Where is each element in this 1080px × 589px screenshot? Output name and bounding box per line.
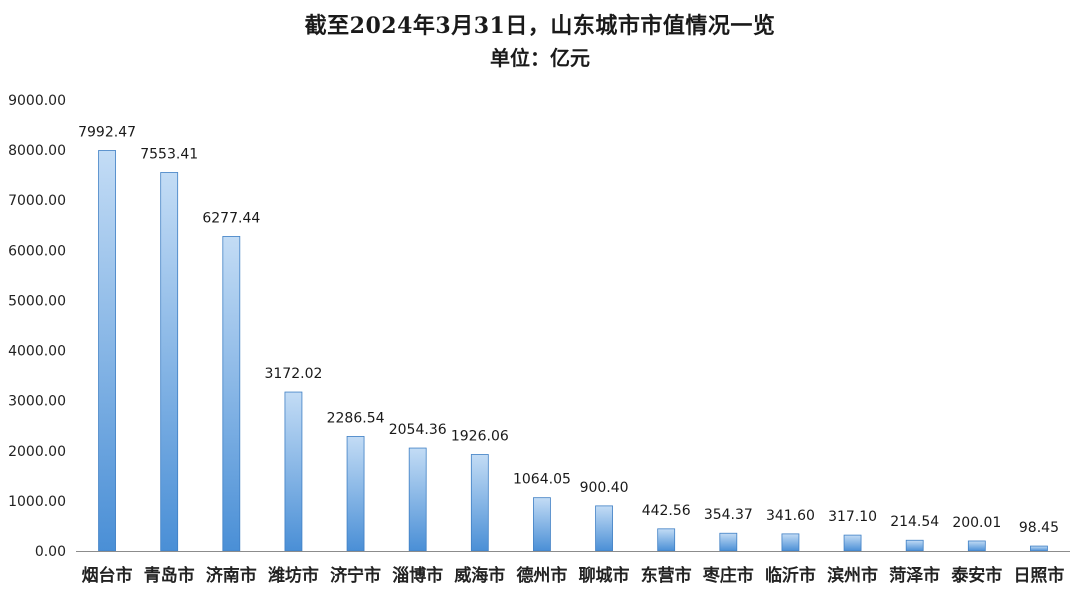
x-tick-label: 济南市 [206, 565, 257, 586]
bar [595, 505, 613, 552]
y-tick-label: 0.00 [35, 544, 66, 560]
y-tick-label: 2000.00 [8, 444, 66, 460]
bar [1030, 545, 1048, 552]
data-label: 2054.36 [389, 422, 447, 438]
bar [781, 533, 800, 552]
x-tick-label: 泰安市 [951, 565, 1002, 586]
x-tick-label: 青岛市 [144, 565, 195, 586]
x-tick-label: 烟台市 [82, 565, 133, 586]
x-tick-label: 威海市 [454, 565, 505, 586]
x-tick-label: 济宁市 [330, 565, 381, 586]
bar [284, 391, 303, 552]
data-label: 317.10 [828, 509, 877, 525]
x-tick-label: 滨州市 [827, 565, 878, 586]
data-label: 1926.06 [451, 428, 509, 444]
bar [408, 447, 427, 552]
bar [905, 539, 924, 552]
data-label: 214.54 [890, 514, 939, 530]
x-tick-label: 枣庄市 [702, 565, 754, 586]
bar [222, 236, 241, 552]
data-label: 98.45 [1019, 520, 1059, 536]
data-label: 200.01 [952, 515, 1001, 531]
y-tick-label: 4000.00 [8, 344, 66, 360]
x-tick-label: 德州市 [516, 565, 567, 586]
y-tick-label: 3000.00 [8, 394, 66, 410]
y-tick-label: 5000.00 [8, 293, 66, 309]
y-tick-label: 8000.00 [8, 143, 66, 159]
x-tick-label: 东营市 [641, 565, 692, 586]
bar [533, 497, 551, 552]
chart-subtitle: 单位：亿元 [490, 46, 590, 70]
bar [657, 528, 676, 552]
y-axis: 0.00 1000.00 2000.00 3000.00 4000.00 5000.00 6… [8, 93, 66, 560]
bar [98, 150, 116, 552]
data-label: 354.37 [704, 507, 753, 523]
y-tick-label: 9000.00 [8, 93, 66, 109]
data-label: 341.60 [766, 508, 815, 524]
data-label: 2286.54 [327, 410, 385, 426]
x-tick-label: 日照市 [1013, 565, 1064, 586]
chart-title: 截至2024年3月31日，山东城市市值情况一览 [304, 13, 776, 39]
bar [719, 532, 738, 552]
bar [967, 540, 986, 552]
data-label: 1064.05 [513, 472, 571, 488]
bars [98, 150, 1048, 552]
data-label: 7553.41 [140, 146, 198, 162]
x-axis: 烟台市 青岛市 济南市 潍坊市 济宁市 淄博市 威海市 德州市 聊城市 东营市 枣庄市 临沂市 滨州市菏… [76, 551, 1070, 586]
y-tick-label: 1000.00 [8, 494, 66, 510]
x-tick-label: 聊城市 [579, 565, 630, 586]
x-tick-label: 临沂市 [765, 565, 816, 586]
data-label: 3172.02 [264, 366, 322, 382]
data-label: 442.56 [642, 503, 691, 519]
data-label: 900.40 [580, 480, 629, 496]
x-tick-label: 菏泽市 [889, 565, 940, 586]
bar [346, 436, 365, 552]
x-tick-label: 淄博市 [392, 565, 443, 586]
y-tick-label: 6000.00 [8, 243, 66, 259]
x-tick-label: 潍坊市 [268, 565, 319, 586]
data-label: 7992.47 [78, 124, 136, 140]
data-label: 6277.44 [202, 210, 260, 226]
bar [843, 534, 862, 552]
bar [470, 454, 489, 552]
y-tick-label: 7000.00 [8, 193, 66, 209]
bar [160, 172, 179, 552]
